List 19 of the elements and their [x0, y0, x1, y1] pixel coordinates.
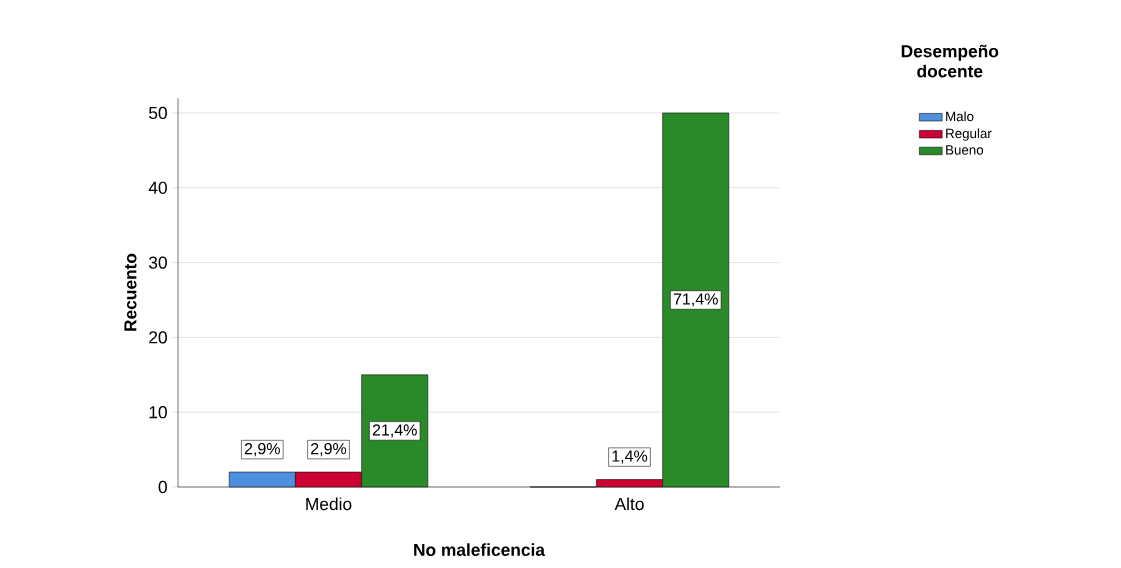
annotation: 2,9% [311, 442, 347, 457]
legend-label: Malo [946, 111, 974, 122]
annotation: 71,4% [673, 293, 718, 307]
x-tick-label: Alto [614, 497, 644, 511]
y-tick-label: 50 [149, 106, 167, 120]
y-axis-title: Recuento [124, 253, 137, 331]
y-tick-label: 10 [149, 406, 167, 419]
annotation: 2,9% [244, 442, 280, 457]
x-axis-title: No maleficencia [414, 543, 546, 557]
y-tick-label: 40 [148, 181, 167, 194]
annotation: 1,4% [612, 450, 648, 464]
y-tick-label: 30 [148, 256, 167, 269]
legend-title: Desempeño docente [901, 44, 999, 78]
annotation: 21,4% [372, 424, 417, 438]
legend-label: Bueno [946, 145, 984, 155]
legend-label: Regular [946, 128, 992, 141]
y-tick-label: 0 [158, 480, 167, 494]
y-tick-label: 20 [149, 331, 167, 344]
x-tick-label: Medio [306, 497, 352, 511]
